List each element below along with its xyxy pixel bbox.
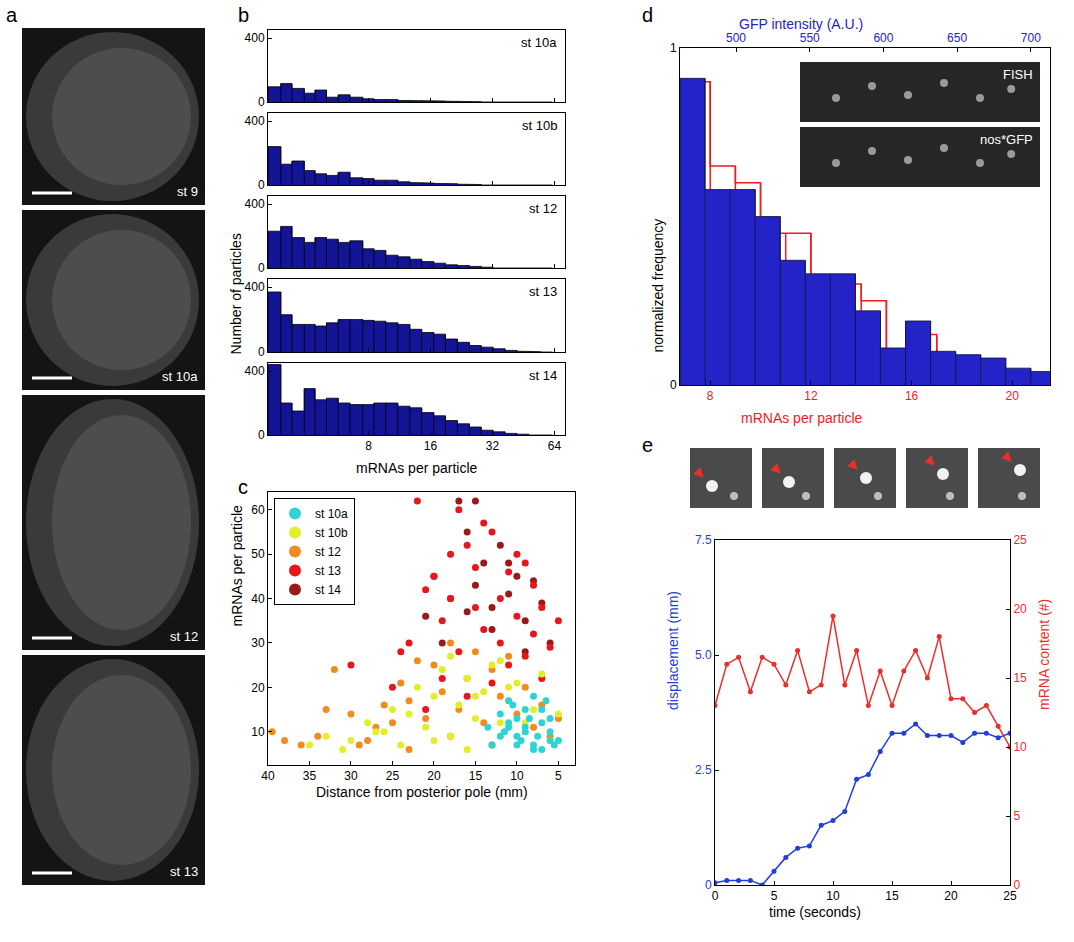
svg-text:15: 15	[469, 769, 483, 783]
svg-text:20: 20	[1013, 602, 1027, 616]
svg-text:b: b	[238, 4, 249, 26]
svg-text:0: 0	[705, 878, 712, 892]
svg-text:st 13: st 13	[170, 864, 198, 879]
svg-text:8: 8	[365, 439, 372, 453]
svg-text:64: 64	[548, 439, 562, 453]
svg-text:0: 0	[258, 178, 265, 192]
svg-text:a: a	[6, 4, 18, 26]
svg-text:400: 400	[245, 114, 265, 128]
svg-text:0: 0	[258, 428, 265, 442]
svg-text:10: 10	[826, 889, 840, 903]
svg-text:25: 25	[1003, 889, 1017, 903]
svg-text:mRNAs per particle: mRNAs per particle	[229, 505, 245, 627]
svg-text:0: 0	[712, 889, 719, 903]
svg-text:12: 12	[804, 389, 818, 403]
svg-text:15: 15	[885, 889, 899, 903]
svg-text:35: 35	[303, 769, 317, 783]
svg-text:0: 0	[258, 95, 265, 109]
svg-text:400: 400	[245, 364, 265, 378]
svg-text:32: 32	[486, 439, 500, 453]
svg-text:0: 0	[258, 261, 265, 275]
svg-text:st 9: st 9	[177, 184, 198, 199]
svg-text:GFP intensity (A.U.): GFP intensity (A.U.)	[739, 16, 863, 32]
svg-text:25: 25	[386, 769, 400, 783]
svg-text:15: 15	[1013, 671, 1027, 685]
svg-text:st 10b: st 10b	[315, 526, 348, 540]
svg-text:10: 10	[510, 769, 524, 783]
svg-text:400: 400	[245, 280, 265, 294]
svg-text:d: d	[642, 4, 653, 26]
svg-text:st 12: st 12	[315, 545, 341, 559]
svg-text:2.5: 2.5	[695, 763, 712, 777]
svg-text:10: 10	[1013, 740, 1027, 754]
svg-text:40: 40	[261, 769, 275, 783]
svg-text:7.5: 7.5	[695, 533, 712, 547]
svg-text:5: 5	[771, 889, 778, 903]
svg-text:1: 1	[670, 41, 677, 55]
svg-text:20: 20	[944, 889, 958, 903]
svg-text:st 12: st 12	[170, 629, 198, 644]
svg-text:st 12: st 12	[529, 201, 557, 216]
svg-text:700: 700	[1021, 31, 1041, 45]
svg-text:c: c	[238, 476, 248, 498]
svg-text:FISH: FISH	[1003, 67, 1033, 82]
svg-text:25: 25	[1013, 533, 1027, 547]
svg-text:550: 550	[800, 31, 820, 45]
svg-text:mRNA content (#): mRNA content (#)	[1036, 599, 1052, 710]
svg-text:nos*GFP: nos*GFP	[980, 132, 1033, 147]
svg-text:time (seconds): time (seconds)	[769, 904, 861, 920]
svg-text:st 13: st 13	[315, 564, 341, 578]
svg-text:50: 50	[251, 547, 265, 561]
svg-text:mRNAs per particle: mRNAs per particle	[741, 410, 863, 426]
svg-text:16: 16	[424, 439, 438, 453]
svg-text:st 14: st 14	[315, 583, 341, 597]
svg-text:st 13: st 13	[529, 284, 557, 299]
svg-text:30: 30	[251, 636, 265, 650]
svg-text:400: 400	[245, 31, 265, 45]
svg-text:600: 600	[873, 31, 893, 45]
svg-text:5: 5	[1013, 809, 1020, 823]
svg-text:Distance from posterior pole (: Distance from posterior pole (mm)	[316, 784, 528, 800]
svg-text:400: 400	[245, 197, 265, 211]
svg-text:st 10a: st 10a	[162, 369, 198, 384]
svg-text:displacement (mm): displacement (mm)	[665, 591, 681, 710]
svg-text:st 10b: st 10b	[522, 118, 557, 133]
svg-text:5.0: 5.0	[695, 648, 712, 662]
svg-text:st 14: st 14	[529, 368, 557, 383]
svg-text:30: 30	[344, 769, 358, 783]
svg-text:500: 500	[726, 31, 746, 45]
svg-text:0: 0	[258, 345, 265, 359]
svg-text:20: 20	[251, 681, 265, 695]
svg-text:16: 16	[905, 389, 919, 403]
svg-text:0: 0	[1013, 878, 1020, 892]
svg-text:mRNAs per particle: mRNAs per particle	[356, 460, 478, 476]
svg-text:5: 5	[555, 769, 562, 783]
svg-text:0: 0	[670, 378, 677, 392]
svg-text:10: 10	[251, 725, 265, 739]
svg-text:650: 650	[947, 31, 967, 45]
svg-text:20: 20	[427, 769, 441, 783]
svg-text:40: 40	[251, 592, 265, 606]
svg-text:st 10a: st 10a	[521, 35, 557, 50]
svg-text:Number of particles: Number of particles	[228, 233, 244, 354]
svg-text:normalized frequency: normalized frequency	[650, 219, 666, 353]
svg-text:8: 8	[707, 389, 714, 403]
svg-text:e: e	[642, 434, 653, 456]
svg-text:st 10a: st 10a	[315, 507, 348, 521]
svg-text:20: 20	[1006, 389, 1020, 403]
svg-text:60: 60	[251, 503, 265, 517]
